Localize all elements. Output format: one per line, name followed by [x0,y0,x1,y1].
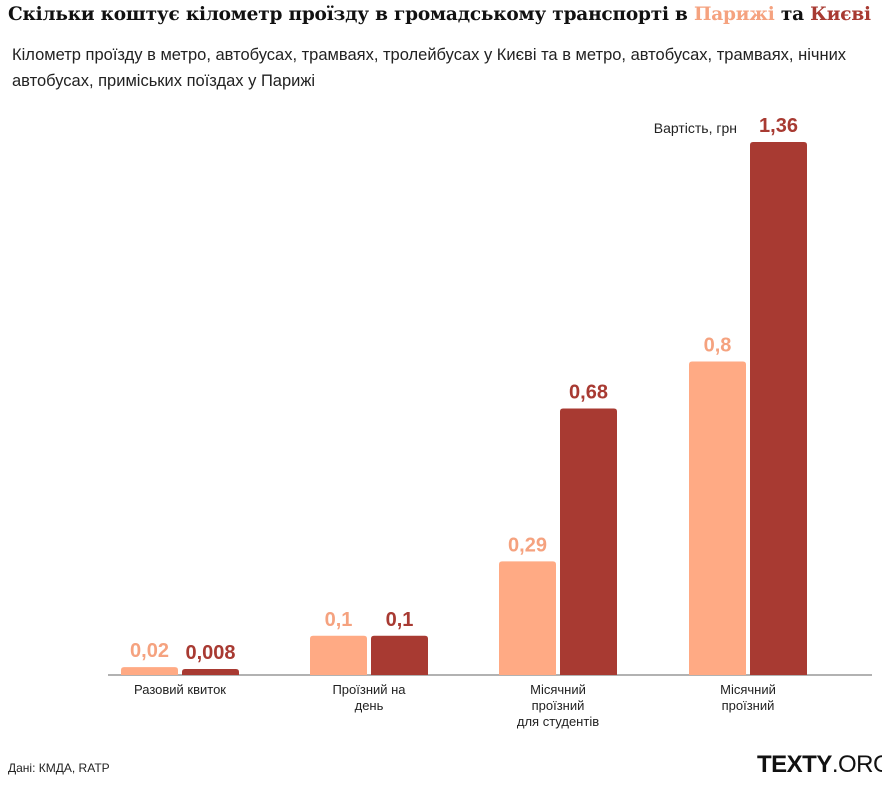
bar-kyiv-2 [560,408,617,675]
data-label-kyiv-0: 0,008 [185,642,235,664]
bar-paris-0 [121,667,178,675]
category-label-0: Разовий квиток [134,682,226,697]
title-kyiv: Києві [810,4,871,25]
data-label-paris-0: 0,02 [130,640,169,662]
title-paris: Парижі [693,4,775,25]
logo-bold: TEXTY [757,751,832,778]
bar-kyiv-1 [371,635,428,675]
chart-subtitle: Кілометр проїзду в метро, автобусах, тра… [12,46,847,90]
data-source: Дані: КМДА, RATP [8,761,110,775]
bar-paris-3 [689,361,746,675]
logo-rest: .ORG.UA [831,751,882,778]
category-label-3: Місячний проїзний [720,682,776,713]
bar-kyiv-0 [182,669,239,675]
data-label-paris-3: 0,8 [704,334,732,356]
category-label-1: Проїзний на день [332,682,406,713]
bar-paris-2 [499,561,556,675]
title-middle: та [774,4,811,25]
data-label-paris-1: 0,1 [325,609,353,631]
bar-kyiv-3 [750,142,807,675]
bar-paris-1 [310,635,367,675]
title-prefix: Скільки коштує кілометр проїзду в громад… [8,4,694,25]
y-axis-label: Вартість, грн [654,120,737,136]
data-label-paris-2: 0,29 [508,534,547,556]
data-label-kyiv-3: 1,36 [759,115,798,137]
chart-title: Скільки коштує кілометр проїзду в громад… [8,4,878,25]
data-label-kyiv-2: 0,68 [569,382,608,404]
data-label-kyiv-1: 0,1 [386,609,414,631]
category-label-2: Місячний проїзний для студентів [517,682,599,729]
texty-logo: TEXTY.ORG.UA [757,751,882,779]
